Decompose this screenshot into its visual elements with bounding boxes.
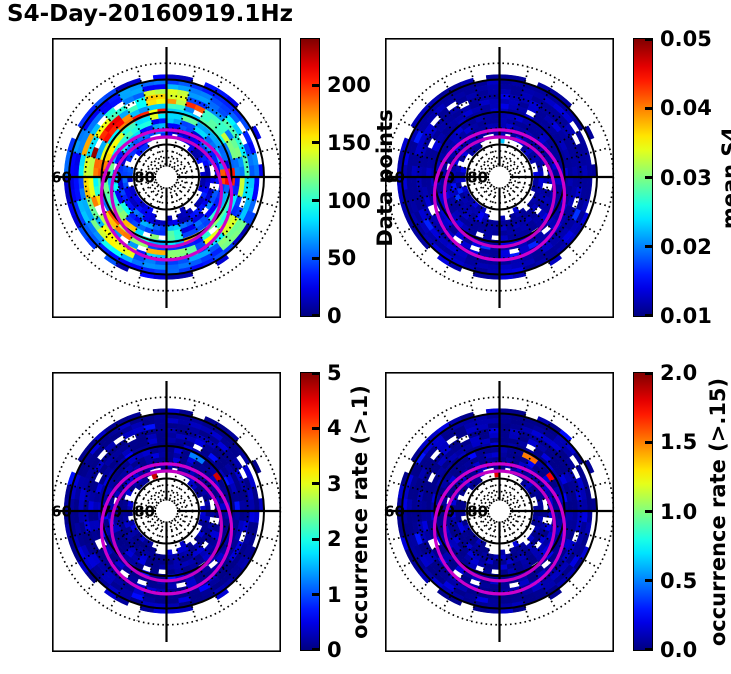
- dotted-lat-circle: [485, 163, 514, 191]
- colorbar-tick-label: 0.0: [660, 638, 698, 662]
- colorbar-tick: [645, 440, 652, 444]
- colorbar-tick-label: 0: [327, 638, 342, 662]
- lat-label-80: 80: [467, 169, 488, 187]
- colorbar-tick-label: 0: [327, 304, 342, 328]
- colorbar-tick: [645, 38, 652, 41]
- colorbar-tick: [312, 593, 319, 597]
- colorbar-tick: [645, 245, 652, 249]
- axes-frame: [52, 38, 281, 318]
- cardinal-cross-lines: [386, 47, 613, 308]
- lat-label-60: 60: [384, 169, 405, 187]
- colorbar-tick-label: 1: [327, 582, 342, 607]
- axes-frame: [52, 372, 281, 652]
- cardinal-cross-lines: [386, 381, 613, 642]
- colorbar-tick: [645, 106, 652, 110]
- dotted-lat-circle: [152, 163, 181, 191]
- auroral-ovals: [432, 128, 567, 262]
- equatorward-oval: [99, 128, 234, 262]
- colorbar-tick: [312, 141, 319, 145]
- colorbar-tick-label: 50: [327, 246, 357, 271]
- auroral-ovals: [99, 462, 234, 596]
- lat-label-80: 80: [134, 503, 155, 521]
- equatorward-oval: [99, 462, 234, 596]
- lat-label-60: 60: [51, 503, 72, 521]
- axes-frame: [385, 38, 614, 318]
- equatorward-oval: [432, 462, 567, 596]
- poleward-oval: [442, 469, 557, 583]
- dotted-lat-circle: [152, 497, 181, 525]
- colorbar-tick-label: 0.01: [660, 304, 712, 328]
- colorbar-tick: [312, 372, 319, 375]
- axes-frame: [385, 372, 614, 652]
- lat-label-80: 80: [467, 503, 488, 521]
- colorbar-tick-label: 0.03: [660, 165, 712, 190]
- colorbar-tick: [312, 648, 319, 651]
- poleward-oval: [109, 135, 224, 249]
- lat-label-60: 60: [384, 503, 405, 521]
- colorbar-tick: [312, 426, 319, 430]
- polar-plot-mean-s4: 60 70 80: [384, 38, 615, 318]
- colorbar-tick-label: 4: [327, 416, 342, 441]
- auroral-ovals: [432, 462, 567, 596]
- colorbar-tick: [645, 648, 652, 651]
- figure-title: S4-Day-20160919.1Hz: [7, 1, 293, 27]
- lat-labels: 60 70 80: [51, 503, 155, 521]
- polar-plot-data-points: 60 70 80: [51, 38, 282, 318]
- colorbar-label-occurrence-rate-gt-0.1: occurrence rate (>.1): [347, 384, 372, 639]
- lat-label-60: 60: [51, 169, 72, 187]
- colorbar-tick: [645, 314, 652, 317]
- dotted-lat-circle: [485, 497, 514, 525]
- colorbar-tick: [312, 537, 319, 541]
- colorbar-tick-label: 0.5: [660, 568, 698, 593]
- colorbar-tick-label: 3: [327, 471, 342, 496]
- auroral-ovals: [99, 128, 234, 262]
- colorbar-tick-label: 0.04: [660, 96, 712, 121]
- colorbar-tick-label: 0.05: [660, 27, 712, 51]
- polar-plot-occurrence-rate-gt-0.15: 60 70 80: [384, 372, 615, 652]
- colorbar-tick-label: 1.0: [660, 499, 698, 524]
- polar-plot-occurrence-rate-gt-0.1: 60 70 80: [51, 372, 282, 652]
- colorbar-tick-label: 150: [327, 130, 371, 155]
- cardinal-cross-lines: [53, 381, 280, 642]
- colorbar-tick-label: 1.5: [660, 430, 698, 455]
- poleward-oval: [442, 135, 557, 249]
- poleward-oval: [109, 469, 224, 583]
- colorbar-tick: [312, 83, 319, 87]
- colorbar-tick-label: 2: [327, 527, 342, 552]
- colorbar-tick: [312, 256, 319, 260]
- lat-label-80: 80: [134, 169, 155, 187]
- colorbar-label-data-points: Data points: [372, 108, 397, 247]
- colorbar-tick-label: 0.02: [660, 234, 712, 259]
- colorbar-tick-label: 100: [327, 188, 371, 213]
- colorbar-occurrence-rate-gt-0.1: [300, 372, 320, 651]
- colorbar-tick-label: 5: [327, 361, 342, 385]
- equatorward-oval: [432, 128, 567, 262]
- colorbar-tick: [645, 372, 652, 375]
- colorbar-tick: [312, 199, 319, 203]
- colorbar-tick: [645, 176, 652, 179]
- colorbar-tick: [645, 579, 652, 583]
- colorbar-data-points: [300, 38, 320, 317]
- colorbar-tick: [312, 314, 319, 317]
- cardinal-cross-lines: [53, 47, 280, 308]
- colorbar-tick-label: 200: [327, 73, 371, 98]
- colorbar-tick: [312, 482, 319, 486]
- colorbar-tick-label: 2.0: [660, 361, 698, 385]
- colorbar-label-occurrence-rate-gt-0.15: occurrence rate (>.15): [705, 377, 730, 646]
- colorbar-tick: [645, 510, 652, 513]
